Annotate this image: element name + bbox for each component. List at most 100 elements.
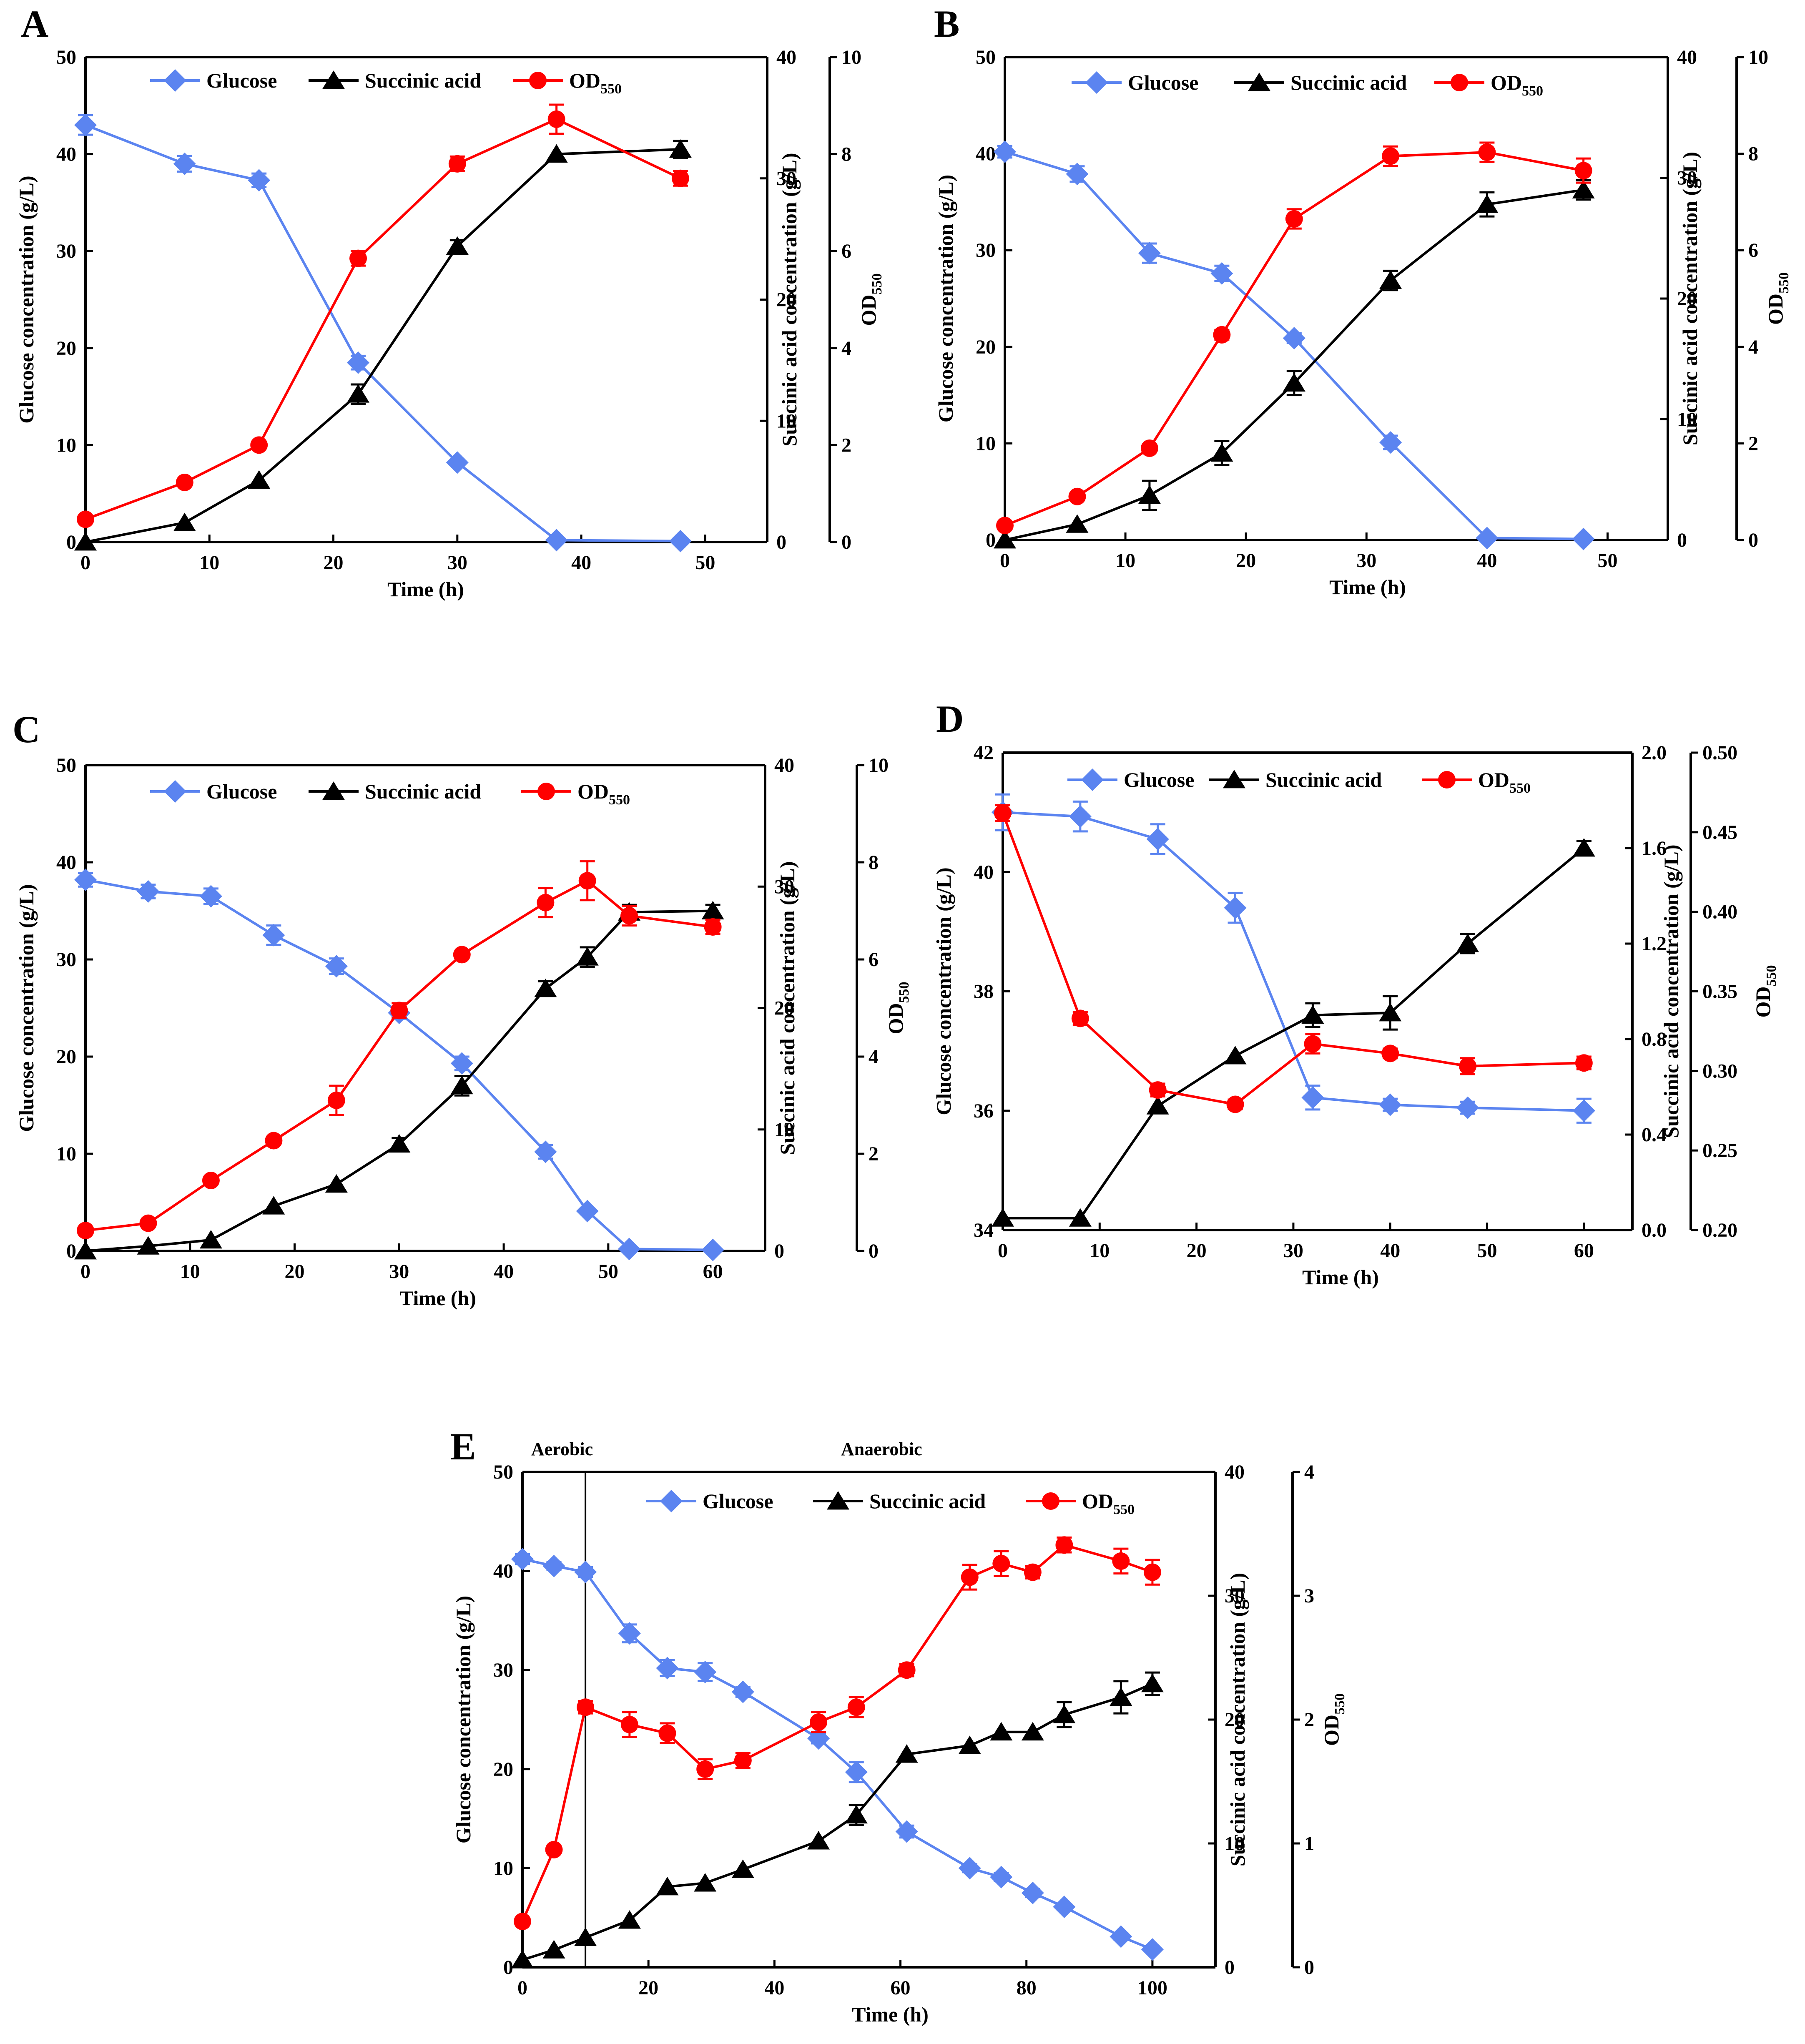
legend: Glucose Succinic acid OD550	[646, 1489, 1135, 1517]
legend: Glucose Succinic acid OD550	[1072, 71, 1543, 99]
y-tick-label: 36	[974, 1100, 994, 1122]
y2-tick-label: 1.2	[1642, 933, 1667, 955]
y3-tick-label: 4	[841, 337, 851, 359]
y3-axis-title-main: OD	[884, 1003, 907, 1035]
y-tick-label: 30	[56, 949, 76, 971]
y2-tick-label: 20	[1225, 1709, 1245, 1731]
legend-label: Succinic acid	[365, 780, 481, 803]
panel-label: B	[934, 3, 959, 45]
y3-tick-label: 1	[1304, 1833, 1314, 1855]
y2-axis-title: Succinic acid concentration (g/L)	[1659, 844, 1683, 1138]
glucose-marker	[137, 880, 160, 903]
succinic-marker	[137, 1236, 160, 1255]
glucose-marker	[1283, 326, 1305, 349]
y3-axis-title-sub: 550	[1776, 272, 1792, 294]
succinic-marker	[325, 1174, 348, 1193]
series-od550	[994, 804, 1593, 1113]
od-marker	[1574, 162, 1592, 180]
succinic-marker	[1069, 1208, 1092, 1227]
series-succinic-acid	[511, 1671, 1164, 1969]
y2-tick-label: 0	[1677, 529, 1687, 551]
legend-label: Succinic acid	[1265, 768, 1382, 791]
glucose-marker	[199, 885, 222, 908]
legend-label: OD550	[1478, 768, 1531, 796]
y2-tick-label: 10	[1677, 409, 1697, 431]
y-tick-label: 10	[56, 434, 76, 456]
y2-tick-label: 40	[776, 46, 796, 68]
succinic-marker	[542, 1940, 565, 1959]
glucose-marker	[574, 1560, 597, 1583]
y3-axis-title-main: OD	[1320, 1715, 1343, 1746]
y3-axis-title: OD550	[884, 982, 912, 1035]
y-tick-label: 20	[976, 336, 996, 358]
glucose-marker	[164, 780, 186, 803]
y3-axis-title-main: OD	[1764, 294, 1787, 325]
x-tick-label: 30	[1283, 1240, 1303, 1262]
series-line	[521, 1543, 1153, 1922]
y2-tick-label: 10	[1225, 1833, 1245, 1855]
legend-label: Glucose	[703, 1489, 773, 1513]
y2-axis-title: Succinic acid concentration (g/L)	[1678, 152, 1702, 445]
legend: Glucose Succinic acid OD550	[1067, 768, 1531, 796]
od-marker	[671, 169, 689, 187]
od-marker	[577, 1698, 595, 1716]
succinic-marker	[1223, 770, 1245, 788]
od-marker	[1149, 1081, 1167, 1099]
phase-annotation: Aerobic	[531, 1439, 593, 1459]
y2-tick-label: 40	[774, 754, 794, 776]
succinic-marker	[322, 781, 345, 800]
y3-tick-label: 0.30	[1702, 1060, 1737, 1082]
y2-axis-title: Succinic acid concentration (g/L)	[778, 153, 801, 446]
y3-tick-label: 4	[1748, 336, 1758, 358]
glucose-marker	[534, 1140, 557, 1163]
y-tick-label: 10	[976, 432, 996, 455]
od-marker	[620, 1715, 638, 1733]
glucose-marker	[618, 1622, 641, 1645]
od-marker	[994, 804, 1012, 822]
glucose-marker	[660, 1490, 683, 1512]
x-tick-label: 50	[695, 552, 715, 574]
legend-label: Succinic acid	[869, 1489, 986, 1513]
y2-tick-label: 0	[776, 531, 786, 553]
od-marker	[139, 1214, 157, 1232]
y2-tick-label: 30	[1677, 167, 1697, 189]
y3-tick-label: 0	[1304, 1956, 1314, 1979]
od-marker	[1478, 143, 1496, 161]
succinic-marker	[1572, 180, 1595, 198]
x-tick-label: 10	[199, 552, 219, 574]
succinic-marker	[173, 512, 196, 531]
succinic-marker	[74, 1241, 97, 1260]
y-tick-label: 30	[976, 239, 996, 261]
x-tick-label: 40	[1380, 1240, 1400, 1262]
x-tick-label: 0	[80, 1261, 90, 1283]
y3-tick-label: 3	[1304, 1585, 1314, 1607]
legend-label-sub: 550	[1113, 1502, 1135, 1517]
y3-tick-label: 0.35	[1702, 981, 1737, 1003]
series-od550	[77, 103, 689, 528]
y-tick-label: 50	[56, 46, 76, 68]
succinic-marker	[1476, 194, 1499, 213]
succinic-marker	[827, 1491, 849, 1510]
series-glucose	[992, 793, 1595, 1124]
glucose-marker	[164, 69, 186, 92]
od-marker	[1226, 1095, 1244, 1113]
od-marker	[1055, 1536, 1073, 1554]
y3-axis-title-sub: 550	[1332, 1693, 1348, 1715]
legend-label: OD550	[1082, 1489, 1135, 1517]
od-marker	[349, 249, 367, 267]
y-tick-label: 0	[503, 1956, 513, 1979]
od-marker	[898, 1661, 916, 1679]
y3-tick-label: 4	[869, 1046, 879, 1068]
glucose-marker	[656, 1657, 679, 1680]
succinic-marker	[450, 1075, 473, 1095]
succinic-marker	[1283, 373, 1305, 392]
y-tick-label: 0	[986, 529, 996, 551]
x-tick-label: 50	[598, 1261, 618, 1283]
series-line	[1004, 151, 1584, 527]
y2-tick-label: 0	[1225, 1956, 1235, 1979]
x-axis-title: Time (h)	[387, 578, 464, 601]
x-tick-label: 40	[494, 1261, 514, 1283]
od-marker	[992, 1554, 1010, 1572]
succinic-marker	[656, 1876, 679, 1896]
